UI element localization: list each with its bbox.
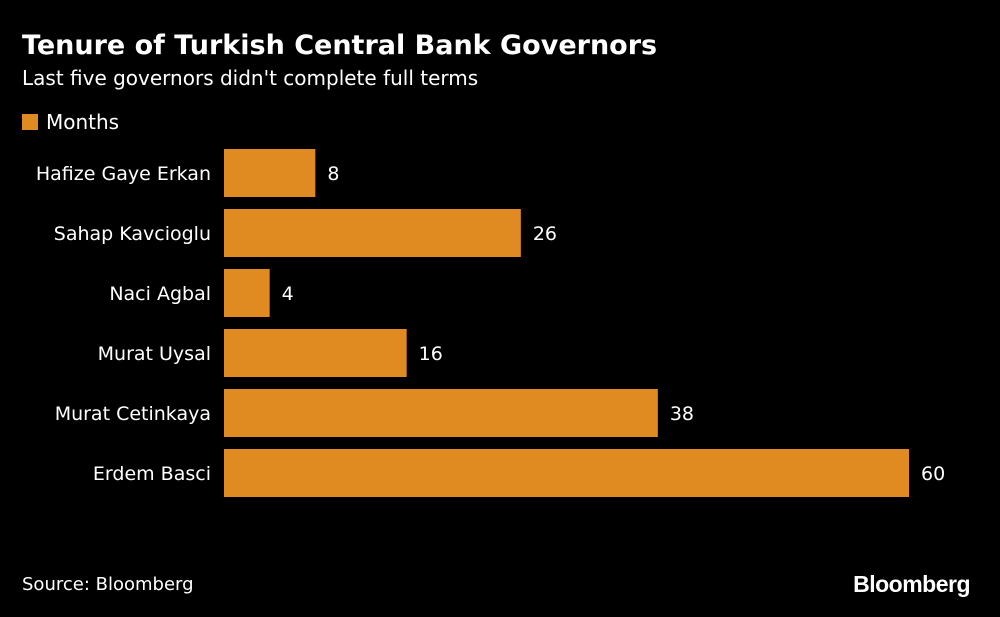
value-label: 26 [533, 223, 557, 245]
bar [224, 209, 521, 257]
category-label: Erdem Basci [93, 463, 211, 485]
value-label: 38 [670, 403, 694, 425]
bar [224, 389, 658, 437]
category-label: Murat Uysal [98, 343, 211, 365]
category-label: Hafize Gaye Erkan [36, 163, 211, 185]
bloomberg-logo: Bloomberg [853, 571, 970, 597]
chart-subtitle: Last five governors didn't complete full… [22, 66, 479, 90]
value-label: 60 [921, 463, 945, 485]
category-label: Murat Cetinkaya [55, 403, 211, 425]
bar [224, 269, 270, 317]
chart-title: Tenure of Turkish Central Bank Governors [22, 30, 658, 61]
legend-label: Months [46, 110, 120, 134]
legend-swatch [22, 114, 38, 130]
category-label: Naci Agbal [109, 283, 211, 305]
source-note: Source: Bloomberg [22, 574, 194, 595]
bar [224, 449, 909, 497]
value-label: 4 [282, 283, 294, 305]
bar [224, 329, 407, 377]
bar [224, 149, 316, 197]
value-label: 16 [419, 343, 443, 365]
category-label: Sahap Kavcioglu [54, 223, 211, 245]
value-label: 8 [327, 163, 339, 185]
legend: Months [22, 108, 119, 136]
